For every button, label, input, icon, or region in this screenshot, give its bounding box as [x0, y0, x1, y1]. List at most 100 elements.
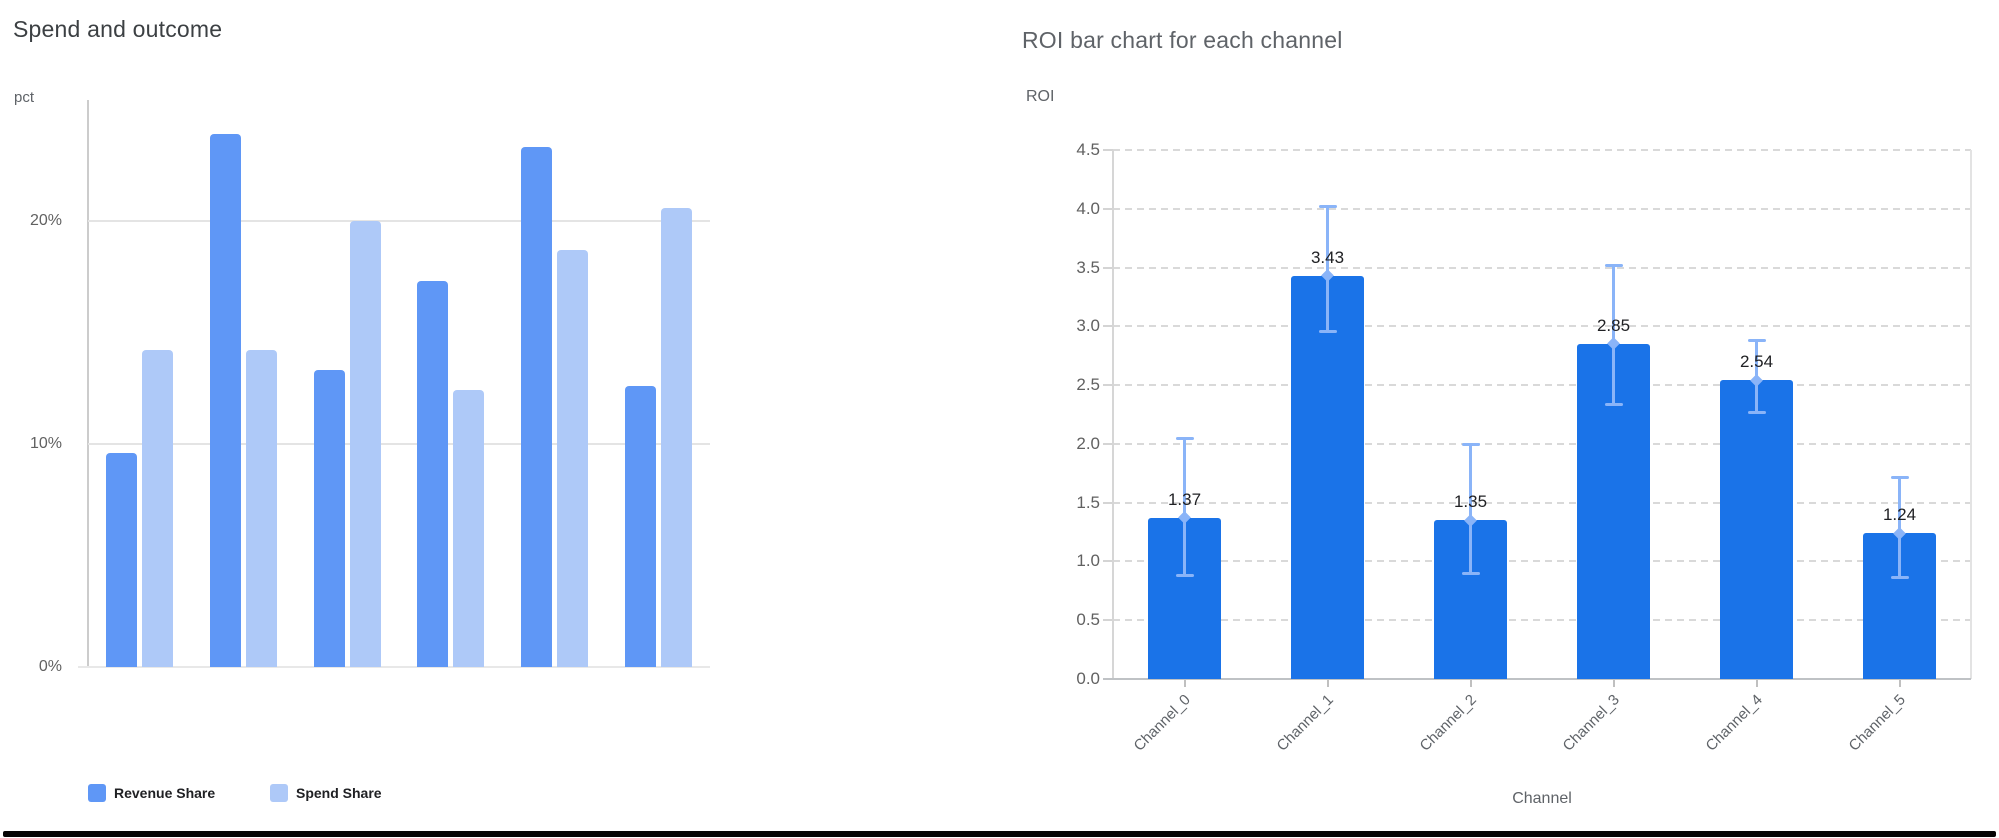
roi-y-axis-label: ROI	[1026, 88, 1055, 105]
roi-x-tickmark	[1898, 680, 1901, 687]
error-bar	[1469, 443, 1472, 575]
error-bar-cap-bottom	[1890, 575, 1909, 579]
roi-gridline	[1113, 619, 1971, 622]
roi-y-tickmark	[1103, 619, 1113, 622]
error-bar-cap-top	[1175, 437, 1194, 440]
left-chart-y-tick-label: 0%	[38, 658, 62, 675]
spend-outcome-title: Spend and outcome	[13, 16, 223, 42]
roi-x-tick-label: Channel_0	[1130, 691, 1194, 755]
roi-x-axis-label: Channel	[1512, 790, 1572, 807]
left-chart-y-tick-label: 20%	[29, 212, 62, 229]
roi-y-tickmark	[1103, 384, 1113, 387]
roi-y-tick-label: 1.5	[1076, 492, 1100, 512]
revenue-share-bar[interactable]	[417, 281, 449, 667]
revenue-share-swatch	[88, 784, 106, 802]
roi-x-tick-label: Channel_5	[1845, 691, 1909, 755]
window-bottom-edge	[3, 831, 1996, 837]
roi-gridline	[1113, 325, 1971, 328]
roi-chart-title: ROI bar chart for each channel	[1022, 27, 1343, 53]
roi-x-tick-label: Channel_2	[1416, 691, 1480, 755]
left-chart-gridline	[88, 443, 710, 445]
roi-right-border	[1970, 150, 1972, 679]
roi-y-tick-label: 3.0	[1076, 316, 1100, 336]
roi-y-tickmark	[1103, 442, 1113, 445]
roi-bar-value-label: 1.37	[1167, 489, 1202, 509]
spend-share-bar[interactable]	[349, 221, 381, 667]
roi-y-tick-label: 0.0	[1076, 669, 1100, 688]
error-bar-cap-bottom	[1461, 572, 1480, 576]
error-bar-cap-top	[1461, 442, 1480, 446]
legend-item-spend-share: Spend Share	[270, 784, 382, 802]
legend-item-revenue-share: Revenue Share	[88, 784, 215, 802]
roi-gridline	[1113, 207, 1971, 210]
roi-x-tickmark	[1183, 680, 1186, 687]
roi-x-tickmark	[1755, 680, 1758, 687]
error-bar-cap-top	[1318, 205, 1337, 209]
roi-gridline	[1113, 501, 1971, 504]
revenue-share-bar[interactable]	[624, 386, 656, 667]
roi-y-tick-label: 0.5	[1076, 610, 1100, 630]
roi-baseline	[1103, 678, 1971, 680]
spend-share-bar[interactable]	[453, 390, 485, 667]
error-bar-cap-bottom	[1318, 330, 1337, 334]
roi-x-tick-label: Channel_4	[1702, 691, 1766, 755]
revenue-share-bar[interactable]	[106, 452, 138, 667]
roi-chart: ROI bar chart for each channel ROI Chann…	[1000, 0, 1999, 830]
roi-x-tickmark	[1469, 680, 1472, 687]
left-chart-y-axis-line	[87, 100, 89, 667]
roi-bar-value-label: 1.35	[1453, 492, 1488, 512]
error-bar	[1612, 265, 1615, 406]
spend-share-bar[interactable]	[557, 249, 588, 667]
roi-gridline	[1113, 560, 1971, 563]
roi-y-tick-label: 2.0	[1076, 433, 1100, 453]
left-chart-baseline	[78, 666, 710, 668]
error-bar-cap-bottom	[1175, 573, 1194, 577]
roi-y-tick-label: 1.0	[1076, 551, 1100, 571]
roi-bar-value-label: 3.43	[1310, 247, 1345, 267]
revenue-share-bar[interactable]	[521, 147, 552, 667]
roi-y-tickmark	[1103, 207, 1113, 210]
error-bar-cap-top	[1747, 339, 1766, 343]
revenue-share-bar[interactable]	[313, 370, 345, 667]
roi-y-tickmark	[1103, 266, 1113, 269]
error-bar	[1183, 438, 1186, 576]
spend-share-swatch	[270, 784, 288, 802]
spend-share-bar[interactable]	[660, 207, 692, 667]
error-bar-cap-bottom	[1747, 411, 1766, 415]
spend-share-bar[interactable]	[142, 350, 174, 667]
roi-x-tick-label: Channel_3	[1559, 691, 1623, 755]
roi-y-tick-label: 4.0	[1076, 198, 1100, 218]
roi-gridline	[1113, 149, 1971, 151]
spend-outcome-chart: Spend and outcome pct 0%10%20%Channel_0C…	[0, 0, 780, 820]
roi-gridline	[1113, 442, 1971, 445]
legend-label: Spend Share	[296, 785, 382, 801]
roi-gridline	[1113, 266, 1971, 269]
roi-y-tickmark	[1103, 501, 1113, 504]
roi-left-axis-line	[1112, 150, 1114, 679]
left-chart-y-tick-label: 10%	[29, 435, 62, 452]
error-bar-cap-top	[1604, 264, 1623, 268]
roi-bar[interactable]	[1720, 380, 1793, 679]
roi-y-tickmark	[1103, 560, 1113, 563]
legend-label: Revenue Share	[114, 785, 216, 801]
roi-y-tickmark	[1103, 149, 1113, 151]
roi-bar-value-label: 2.54	[1739, 352, 1774, 372]
roi-x-tick-label: Channel_1	[1273, 691, 1337, 755]
revenue-share-bar[interactable]	[210, 134, 241, 667]
error-bar-cap-bottom	[1604, 403, 1623, 407]
roi-bar-value-label: 1.24	[1882, 505, 1917, 525]
left-chart-gridline	[88, 220, 710, 222]
roi-y-tickmark	[1103, 325, 1113, 328]
roi-gridline	[1113, 384, 1971, 387]
spend-share-bar[interactable]	[246, 350, 277, 667]
roi-y-tick-label: 3.5	[1076, 257, 1100, 277]
roi-y-tick-label: 2.5	[1076, 375, 1100, 395]
error-bar-cap-top	[1890, 475, 1909, 479]
roi-x-tickmark	[1612, 680, 1615, 687]
spend-outcome-y-unit: pct	[14, 89, 35, 106]
roi-x-tickmark	[1326, 680, 1329, 687]
roi-bar-value-label: 2.85	[1596, 315, 1631, 335]
roi-y-tick-label: 4.5	[1076, 140, 1100, 159]
roi-bar[interactable]	[1291, 275, 1364, 679]
